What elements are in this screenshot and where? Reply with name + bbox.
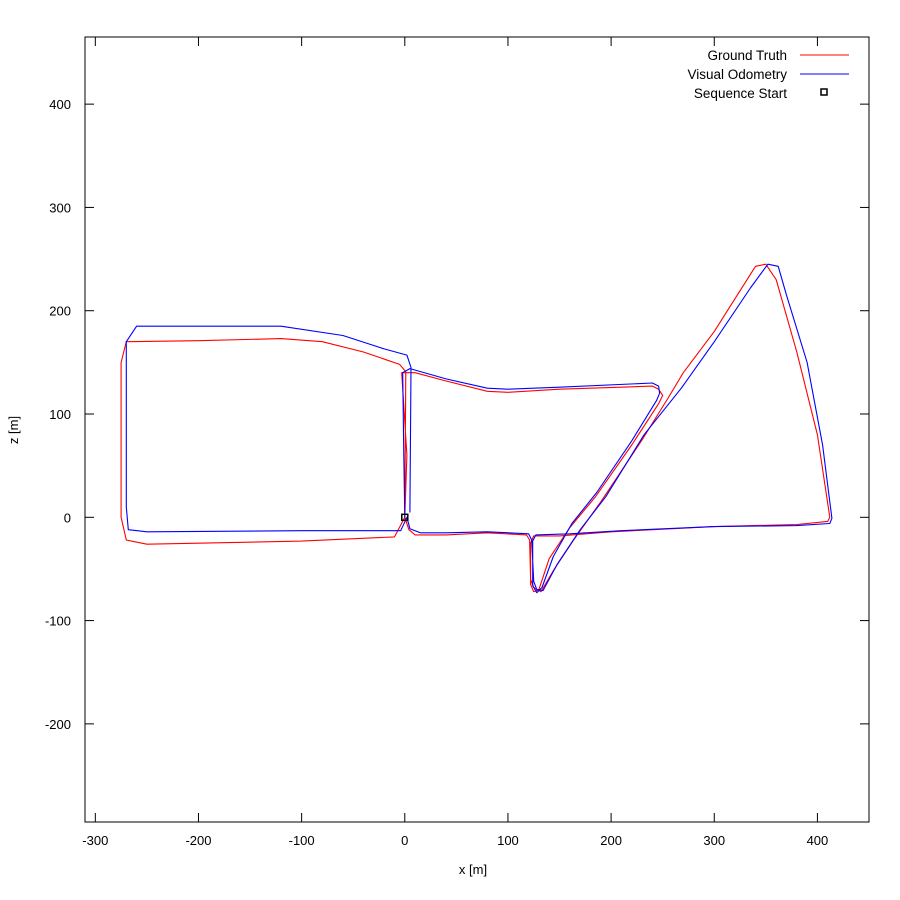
legend-label-sequence-start: Sequence Start [694,86,787,101]
y-tick-label: 100 [49,407,71,422]
y-tick-label: -200 [45,717,71,732]
y-tick-label: 300 [49,200,71,215]
axis-ticks [85,37,869,822]
y-tick-label: 200 [49,304,71,319]
x-tick-label: -100 [289,833,315,848]
y-tick-label: 0 [64,510,71,525]
x-tick-label: -300 [82,833,108,848]
series-layer [120,263,833,594]
y-tick-label: -100 [45,614,71,629]
x-tick-label: -200 [185,833,211,848]
x-tick-label: 400 [807,833,829,848]
series-line-visual-odometry [125,263,833,594]
x-tick-label: 100 [497,833,519,848]
legend-marker-sequence-start [820,88,828,96]
legend: Ground Truth Visual Odometry Sequence St… [687,48,849,101]
plot-frame [84,36,870,823]
series-line-ground-truth [120,263,831,593]
y-axis-title: z [m] [6,416,21,444]
x-axis-title: x [m] [459,862,487,877]
marker-layer [401,513,409,522]
legend-label-ground-truth: Ground Truth [707,48,787,63]
x-tick-label: 300 [703,833,725,848]
axis-tick-labels: -300 -200 -100 0 100 200 300 400 -200 -100 0 100 200… [45,97,828,848]
x-tick-label: 200 [600,833,622,848]
x-tick-label: 0 [401,833,408,848]
sequence-start-marker [401,513,409,522]
y-tick-label: 400 [49,97,71,112]
legend-label-visual-odometry: Visual Odometry [687,67,787,82]
